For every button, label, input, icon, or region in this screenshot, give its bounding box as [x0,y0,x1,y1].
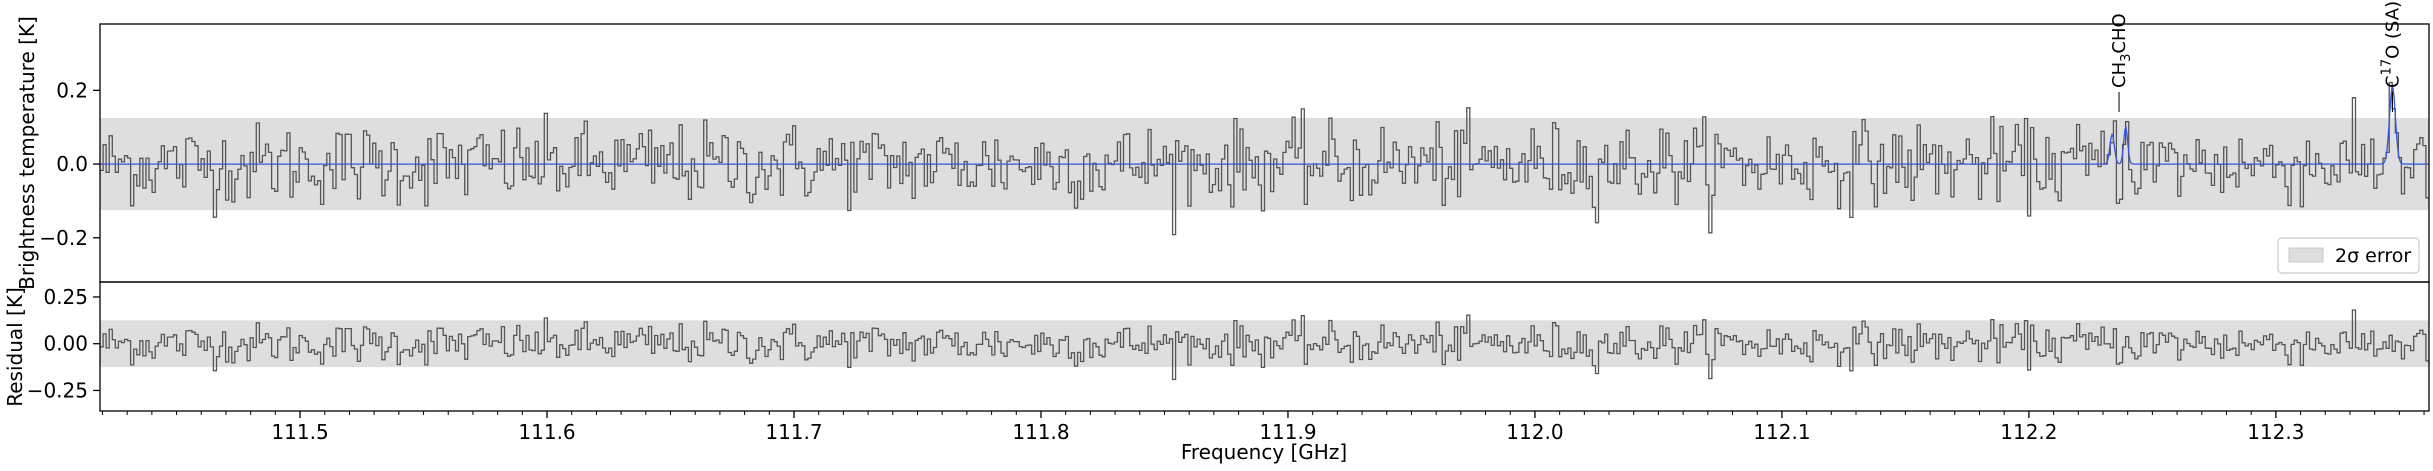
observed-spectrum-line [100,81,2429,236]
x-tick-label: 111.9 [1259,420,1316,444]
residual-line [100,309,2429,381]
residual-plot-frame [99,281,2430,412]
x-tick-label: 111.8 [1012,420,1069,444]
x-axis-label: Frequency [GHz] [1181,440,1347,464]
residual-y-tick-label: −0.25 [27,378,88,402]
x-tick-label: 111.5 [271,420,328,444]
spectrum-y-tick-label: 0.2 [56,78,88,102]
residual-y-tick-label: 0.00 [43,332,88,356]
x-tick-label: 112.3 [2247,420,2304,444]
spectrum-y-tick-label: −0.2 [39,226,88,250]
spectrum-y-axis: −0.2 0.0 0.2 [39,78,100,250]
spectrum-y-axis-label: Brightness temperature [K] [15,16,39,290]
x-tick-label: 111.6 [518,420,575,444]
model-spectrum-line [100,86,2429,165]
x-tick-label: 112.1 [1753,420,1810,444]
line-label: C17O (SA) [2379,1,2403,88]
residual-y-axis-label: Residual [K] [3,287,27,407]
legend: 2σ error [2277,237,2420,274]
x-tick-label: 112.0 [1506,420,1563,444]
spectrum-y-tick-label: 0.0 [56,152,88,176]
frequency-x-axis: 111.5 111.6 111.7 111.8 111.9 112.0 112.1 112.2… [101,411,2425,444]
legend-label: 2σ error [2335,245,2411,267]
legend-frame [2277,237,2420,274]
residual-panel: −0.250.000.25 111.5 111.6 111.7 111.8 111.9 1… [3,281,2430,464]
x-tick-label: 112.2 [2000,420,2057,444]
x-tick-label: 111.7 [765,420,822,444]
residual-y-tick-label: 0.25 [43,285,88,309]
residual-y-axis: −0.25 0.00 0.25 [27,285,100,402]
legend-swatch [2288,247,2324,263]
